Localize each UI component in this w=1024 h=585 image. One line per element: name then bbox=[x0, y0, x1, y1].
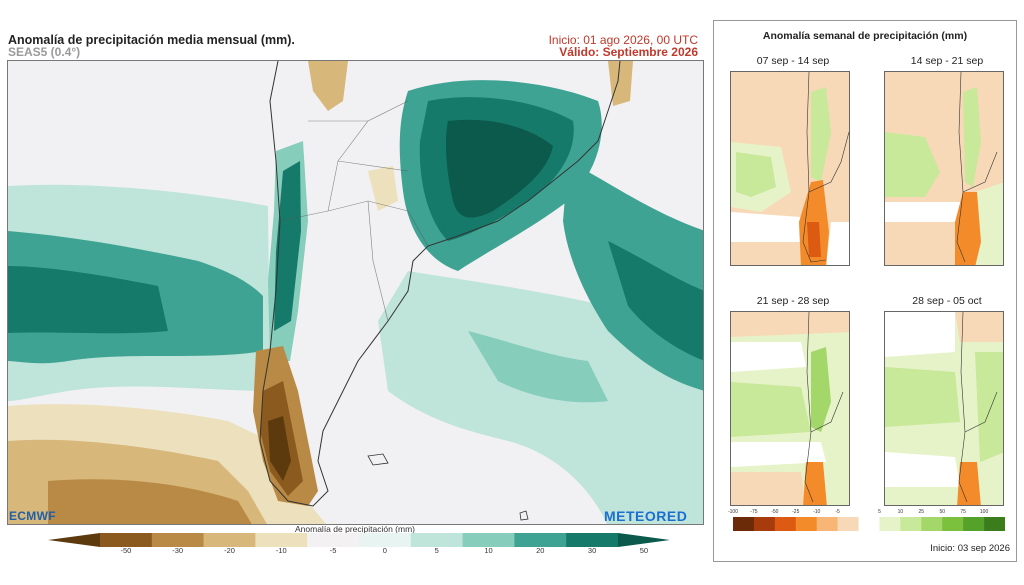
panel-label-week1: 07 sep - 14 sep bbox=[756, 55, 830, 67]
weekly-colorbar-tick-label: -100 bbox=[727, 509, 738, 515]
colorbar-segment bbox=[514, 533, 567, 547]
colorbar-tick-label: 20 bbox=[536, 546, 545, 555]
colorbar-segment bbox=[618, 533, 670, 547]
meteored-logo: METEORED bbox=[604, 508, 688, 524]
colorbar-segment bbox=[359, 533, 412, 547]
weekly-colorbar-tick-label: -10 bbox=[813, 509, 821, 515]
weekly-colorbar-segment bbox=[921, 517, 943, 531]
colorbar-tick-label: -20 bbox=[224, 546, 235, 555]
weekly-colorbar-segment bbox=[879, 517, 901, 531]
weekly-map-week2 bbox=[884, 71, 1004, 266]
panel-label-week3: 21 sep - 28 sep bbox=[756, 295, 830, 307]
colorbar-segment bbox=[566, 533, 619, 547]
weekly-colorbar-tick-label: 25 bbox=[918, 509, 925, 515]
weekly-init-date: Inicio: 03 sep 2026 bbox=[930, 543, 1010, 554]
weekly-colorbar-segment bbox=[963, 517, 985, 531]
panel-label-week4: 28 sep - 05 oct bbox=[912, 295, 982, 307]
weekly-colorbar-segment bbox=[837, 517, 859, 531]
weekly-colorbar-segment bbox=[942, 517, 964, 531]
weekly-panel bbox=[713, 20, 1017, 562]
colorbar-tick-label: 30 bbox=[587, 546, 597, 555]
ecmwf-logo: ECMWF bbox=[9, 509, 56, 523]
weekly-colorbar-segment bbox=[900, 517, 922, 531]
colorbar-tick-label: -10 bbox=[275, 546, 287, 555]
weekly-colorbar-tick-label: 50 bbox=[939, 509, 945, 515]
colorbar-tick-label: 50 bbox=[639, 546, 649, 555]
weekly-map-week1 bbox=[730, 71, 850, 266]
map-title: Anomalía de precipitación media mensual … bbox=[8, 33, 295, 47]
model-label: SEAS5 (0.4°) bbox=[8, 45, 81, 59]
weekly-colorbar-segment bbox=[816, 517, 838, 531]
weekly-colorbar-segment bbox=[858, 517, 880, 531]
colorbar-segment bbox=[151, 533, 205, 547]
colorbar-tick-label: -5 bbox=[329, 546, 337, 555]
weekly-colorbar-segment bbox=[795, 517, 817, 531]
main-map-graphic bbox=[8, 61, 703, 524]
weekly-map-week3 bbox=[730, 311, 850, 506]
weekly-colorbar-segment bbox=[774, 517, 797, 531]
colorbar-tick-label: 10 bbox=[484, 546, 493, 555]
colorbar-segment bbox=[203, 533, 256, 547]
colorbar-segment bbox=[100, 533, 153, 547]
main-colorbar bbox=[48, 533, 670, 547]
colorbar-tick-label: 0 bbox=[382, 546, 387, 555]
colorbar-segment bbox=[48, 533, 100, 547]
weekly-map-week4 bbox=[884, 311, 1004, 506]
weekly-colorbar bbox=[733, 517, 1005, 531]
colorbar-tick-label: -50 bbox=[120, 546, 132, 555]
init-date: Inicio: 01 ago 2026, 00 UTC bbox=[548, 33, 698, 47]
colorbar-title: Anomalía de precipitación (mm) bbox=[295, 524, 415, 534]
weekly-colorbar-tick-label: -50 bbox=[771, 509, 779, 515]
weekly-colorbar-tick-label: -5 bbox=[835, 509, 840, 515]
colorbar-tick-label: -30 bbox=[172, 546, 184, 555]
colorbar-segment bbox=[410, 533, 464, 547]
panel-label-week2: 14 sep - 21 sep bbox=[910, 55, 984, 67]
weekly-colorbar-segment bbox=[753, 517, 776, 531]
weekly-colorbar-tick-label: 5 bbox=[878, 509, 881, 515]
weekly-colorbar-tick-label: 100 bbox=[979, 509, 989, 515]
weekly-colorbar-tick-label: -75 bbox=[750, 509, 758, 515]
colorbar-segment bbox=[255, 533, 308, 547]
main-anomaly-map bbox=[7, 60, 704, 525]
weekly-colorbar-tick-label: 10 bbox=[897, 509, 904, 515]
valid-date: Válido: Septiembre 2026 bbox=[559, 45, 698, 59]
weekly-colorbar-tick-label: -25 bbox=[792, 509, 800, 515]
weekly-colorbar-segment bbox=[984, 517, 1005, 531]
colorbar-tick-label: 5 bbox=[434, 546, 439, 555]
weekly-colorbar-segment bbox=[733, 517, 755, 531]
weekly-colorbar-tick-label: 75 bbox=[960, 509, 966, 515]
colorbar-segment bbox=[462, 533, 515, 547]
colorbar-segment bbox=[307, 533, 360, 547]
weekly-panel-title: Anomalía semanal de precipitación (mm) bbox=[762, 30, 968, 42]
